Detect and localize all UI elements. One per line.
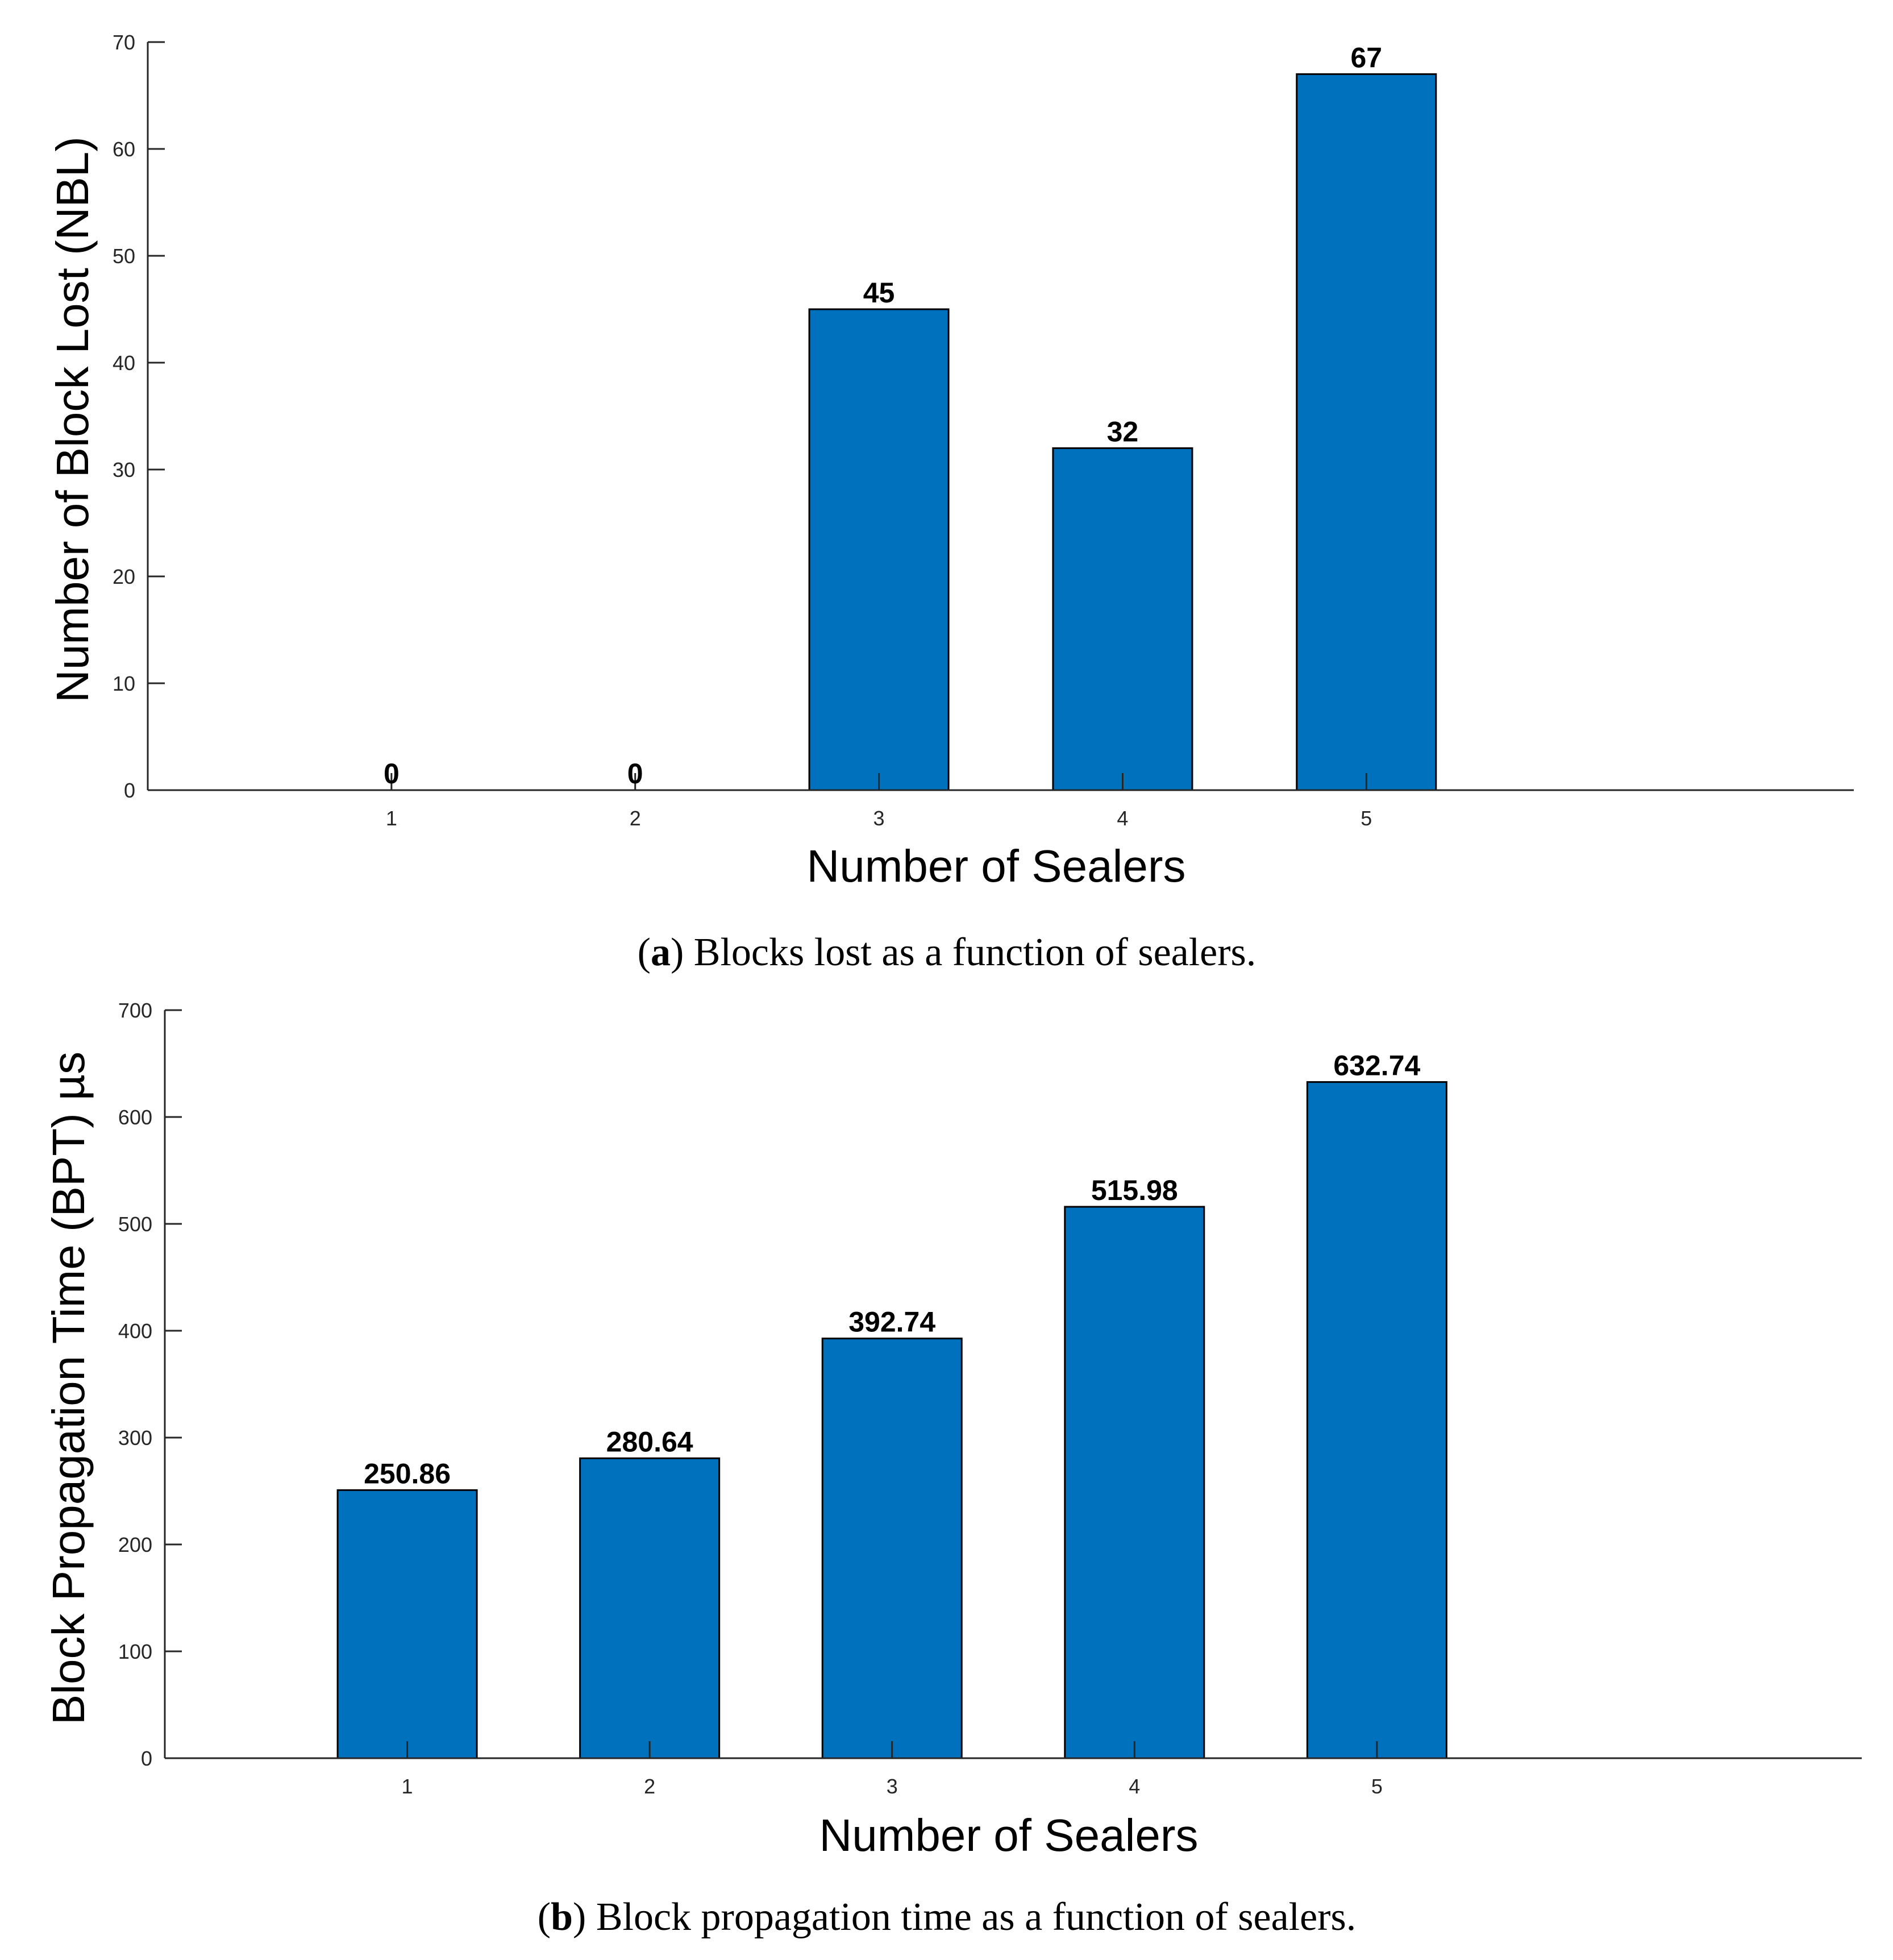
chart-b-bars: [336, 1081, 1447, 1759]
chart-a-ytick-label: 50: [113, 244, 135, 268]
chart-b-xtick-label: 3: [887, 1775, 898, 1798]
chart-b: 0 100 200 300 400 500 600 700 1 2 3 4 5 250.86 280.64…: [43, 999, 1862, 1939]
chart-a-ytick-label: 60: [113, 138, 135, 161]
chart-a-ytick-label: 30: [113, 458, 135, 481]
chart-b-xtick-label: 5: [1371, 1775, 1383, 1798]
chart-a-xlabel: Number of Sealers: [807, 841, 1186, 891]
chart-b-ytick-label: 400: [118, 1319, 152, 1343]
chart-b-ytick-label: 0: [141, 1747, 152, 1770]
chart-a-caption-text: Blocks lost as a function of sealers.: [694, 931, 1257, 974]
chart-b-xtick-label: 4: [1129, 1775, 1140, 1798]
chart-a-axes: [147, 42, 1854, 791]
chart-b-bar-5: [1306, 1081, 1447, 1759]
chart-a-xtick-label: 1: [386, 807, 397, 830]
chart-b-data-label: 515.98: [1091, 1174, 1178, 1206]
chart-a-data-label: 67: [1350, 41, 1382, 73]
chart-a-xtick-label: 3: [873, 807, 885, 830]
chart-b-data-label: 632.74: [1333, 1049, 1420, 1081]
chart-a-bar-4: [1052, 447, 1193, 791]
chart-b-data-label: 392.74: [848, 1306, 935, 1338]
chart-b-ytick-label: 100: [118, 1640, 152, 1663]
chart-b-ytick-label: 500: [118, 1212, 152, 1236]
chart-a-caption-letter: a: [651, 931, 671, 974]
chart-b-xtick-label: 1: [402, 1775, 413, 1798]
chart-a-ytick-label: 0: [124, 779, 135, 802]
chart-a-bar-5: [1296, 73, 1437, 791]
chart-a-data-label: 32: [1107, 416, 1139, 447]
chart-b-data-label: 280.64: [606, 1426, 693, 1457]
chart-b-axes: [164, 1010, 1862, 1759]
chart-b-data-label: 250.86: [364, 1457, 451, 1489]
chart-a-bars: [321, 73, 1437, 791]
chart-b-ticks: 0 100 200 300 400 500 600 700 1 2 3 4 5: [118, 999, 1383, 1798]
chart-a-data-label: 0: [384, 758, 400, 790]
chart-a-data-label: 0: [627, 758, 643, 790]
chart-a-bar-3: [808, 308, 950, 791]
chart-b-ytick-label: 200: [118, 1533, 152, 1556]
chart-a-ytick-label: 70: [113, 31, 135, 54]
chart-b-data-labels: 250.86 280.64 392.74 515.98 632.74: [364, 1049, 1420, 1489]
chart-a-ytick-label: 20: [113, 565, 135, 588]
chart-b-caption-letter: b: [551, 1895, 573, 1939]
chart-b-ytick-label: 300: [118, 1426, 152, 1450]
chart-a-data-label: 45: [863, 277, 895, 309]
chart-b-bar-1: [336, 1489, 478, 1759]
chart-b-bar-2: [579, 1457, 721, 1759]
chart-a-caption: (a) Blocks lost as a function of sealers…: [638, 931, 1257, 974]
chart-b-ylabel: Block Propagation Time (BPT) µs: [43, 1052, 94, 1725]
chart-b-ytick-label: 700: [118, 999, 152, 1022]
chart-b-caption-text: Block propagation time as a function of …: [596, 1895, 1356, 1939]
chart-a-xtick-label: 4: [1117, 807, 1128, 830]
chart-a-xtick-label: 2: [630, 807, 641, 830]
chart-b-xlabel: Number of Sealers: [819, 1810, 1199, 1861]
chart-b-ytick-label: 600: [118, 1106, 152, 1129]
chart-b-bar-3: [821, 1338, 963, 1759]
chart-a-xtick-label: 5: [1361, 807, 1372, 830]
chart-a-ytick-label: 10: [113, 672, 135, 695]
chart-b-caption: (b) Block propagation time as a function…: [538, 1895, 1356, 1939]
chart-a-ylabel: Number of Block Lost (NBL): [47, 136, 98, 703]
chart-b-xtick-label: 2: [644, 1775, 655, 1798]
chart-b-bar-4: [1064, 1206, 1205, 1759]
chart-a-data-labels: 0 0 45 32 67: [384, 41, 1382, 790]
chart-a-ytick-label: 40: [113, 351, 135, 375]
